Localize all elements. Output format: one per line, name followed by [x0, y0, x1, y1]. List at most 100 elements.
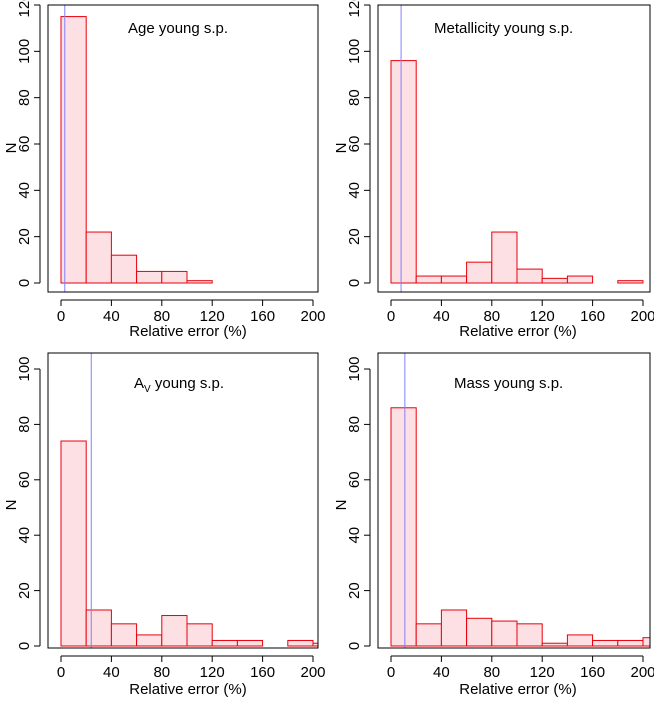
x-tick-label: 200 [630, 664, 654, 681]
y-tick-label: 80 [16, 416, 33, 433]
histogram-bar [466, 617, 493, 647]
histogram-bars [60, 5, 213, 292]
x-tick-label: 40 [433, 308, 450, 325]
x-tick-label: 40 [103, 308, 120, 325]
y-axis-label: N [333, 143, 350, 154]
y-tick-label: 100 [16, 356, 33, 381]
x-tick-label: 0 [387, 308, 395, 325]
y-tick-label: 40 [16, 182, 33, 199]
histogram-bar [491, 231, 518, 284]
x-tick-label: 120 [200, 664, 225, 681]
histogram-bar [642, 637, 650, 647]
plot-frame [47, 352, 319, 649]
histogram-bar [136, 634, 163, 647]
panel-mass: 0 20 40 60 80 100 0 40 80 120 160 200 Mass young s… [333, 352, 654, 698]
histogram-bar [161, 270, 188, 284]
x-axis-label: Relative error (%) [459, 681, 577, 698]
y-tick-label: 0 [346, 642, 363, 650]
x-tick-label: 40 [433, 664, 450, 681]
y-tick-label: 40 [346, 182, 363, 199]
histogram-bar [136, 270, 163, 284]
x-tick-label: 120 [530, 308, 555, 325]
y-tick-label: 80 [346, 416, 363, 433]
histogram-bar [541, 642, 568, 647]
histogram-bar [592, 639, 619, 647]
histogram-bar [516, 268, 543, 284]
panel-label: Mass young s.p. [454, 375, 563, 392]
y-axis-label: N [3, 143, 20, 154]
plot-frame [377, 352, 651, 649]
y-axis: 0 20 40 60 80 100 120 [346, 0, 371, 287]
histogram-bar [566, 634, 594, 647]
histogram-bar [287, 639, 314, 647]
histogram-bar [491, 620, 518, 647]
y-tick-label: 100 [16, 39, 33, 64]
x-tick-label: 160 [250, 664, 275, 681]
y-tick-label: 120 [346, 0, 363, 18]
x-tick-label: 160 [580, 308, 605, 325]
y-axis: 0 20 40 60 80 100 [16, 356, 41, 650]
histogram-bar [617, 280, 644, 284]
x-axis: 0 40 80 120 160 200 [57, 655, 326, 681]
x-tick-label: 120 [200, 308, 225, 325]
x-axis-label: Relative error (%) [459, 323, 577, 340]
x-tick-label: 40 [103, 664, 120, 681]
y-tick-label: 60 [16, 136, 33, 153]
histogram-bar [617, 639, 644, 647]
panel-label: Age young s.p. [128, 20, 228, 37]
x-tick-label: 80 [483, 308, 500, 325]
panel-age: 0 20 40 60 80 100 120 0 40 80 120 160 200 Age young… [3, 0, 326, 340]
panel-label-rest: young s.p. [151, 375, 224, 392]
y-tick-label: 20 [346, 582, 363, 599]
y-tick-label: 60 [346, 136, 363, 153]
x-tick-label: 200 [300, 664, 325, 681]
panel-label: AV young s.p. [134, 375, 224, 395]
x-axis-label: Relative error (%) [129, 323, 247, 340]
panel-label-main: A [134, 375, 144, 392]
histogram-bar [85, 231, 112, 284]
x-tick-label: 160 [250, 308, 275, 325]
y-tick-label: 120 [16, 0, 33, 18]
panel-label: Metallicity young s.p. [434, 20, 573, 37]
y-tick-label: 0 [346, 279, 363, 287]
histogram-bar [161, 615, 188, 647]
x-tick-label: 200 [300, 308, 325, 325]
histogram-bar [466, 261, 493, 284]
histogram-bar [541, 277, 568, 284]
histogram-bars [390, 353, 650, 648]
y-tick-label: 0 [16, 279, 33, 287]
x-tick-label: 80 [153, 664, 170, 681]
histogram-bars [60, 353, 318, 648]
histogram-bar [566, 275, 594, 284]
y-tick-label: 60 [346, 471, 363, 488]
y-tick-label: 100 [346, 39, 363, 64]
plot-frame [377, 4, 651, 293]
y-tick-label: 20 [346, 228, 363, 245]
y-tick-label: 80 [346, 89, 363, 106]
x-tick-label: 80 [483, 664, 500, 681]
y-tick-label: 20 [16, 228, 33, 245]
x-tick-label: 0 [57, 664, 65, 681]
x-tick-label: 160 [580, 664, 605, 681]
histogram-bar [186, 280, 213, 284]
plot-frame [47, 4, 319, 293]
y-axis-label: N [333, 500, 350, 511]
x-axis: 0 40 80 120 160 200 [387, 655, 654, 681]
y-tick-label: 20 [16, 582, 33, 599]
histogram-bar [186, 623, 213, 647]
histogram-bar [516, 623, 543, 647]
y-tick-label: 40 [346, 527, 363, 544]
histogram-bar [110, 254, 138, 284]
y-axis: 0 20 40 60 80 100 120 [16, 0, 41, 287]
histogram-bar [312, 642, 318, 647]
histogram-bar [390, 60, 417, 284]
y-axis: 0 20 40 60 80 100 [346, 356, 371, 650]
histogram-bar [390, 407, 417, 647]
y-axis-label: N [3, 500, 20, 511]
histogram-bar [415, 623, 442, 647]
x-tick-label: 80 [153, 308, 170, 325]
x-tick-label: 200 [630, 308, 654, 325]
histogram-bar [110, 623, 138, 647]
